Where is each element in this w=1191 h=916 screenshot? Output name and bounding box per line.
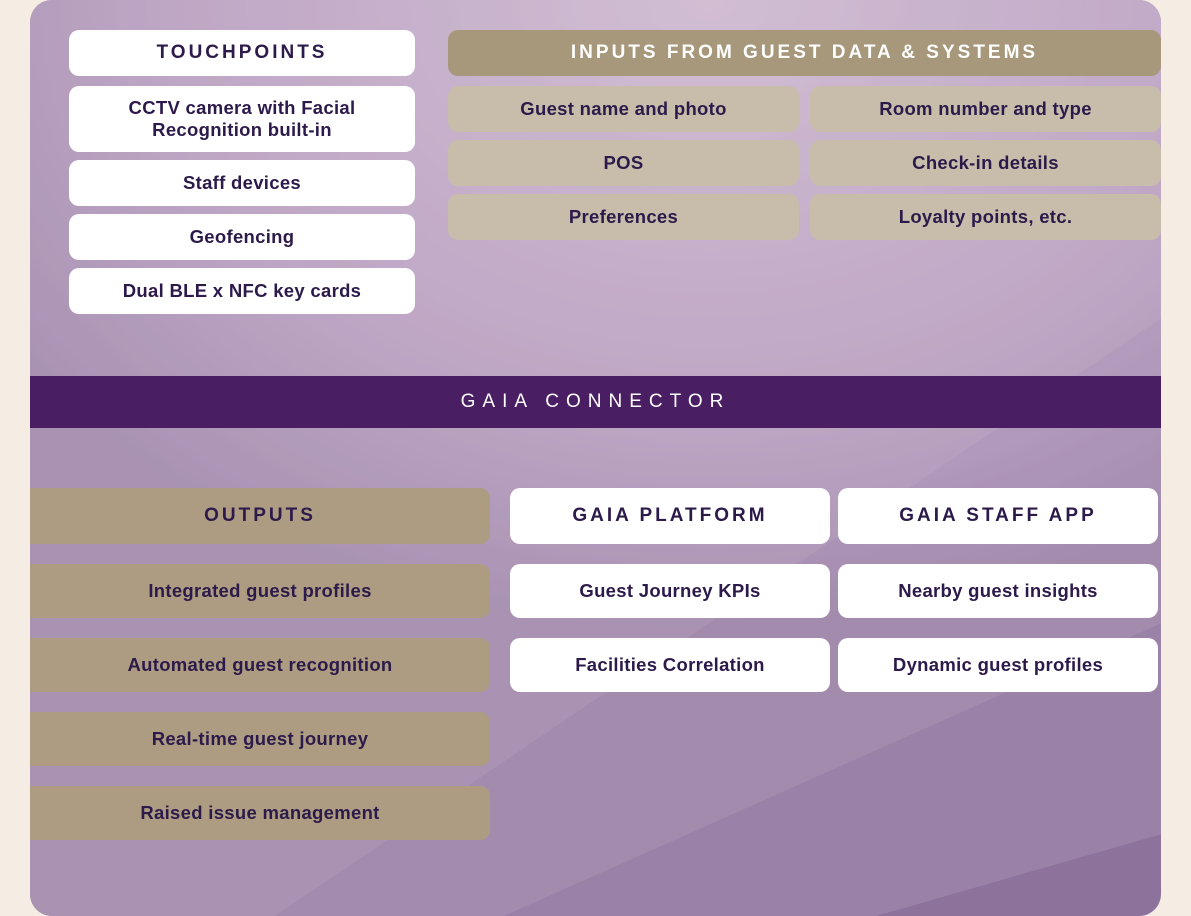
inputs-item: Room number and type xyxy=(810,86,1161,132)
inputs-item: Loyalty points, etc. xyxy=(810,194,1161,240)
touchpoints-item: Dual BLE x NFC key cards xyxy=(69,268,415,314)
inputs-item: Guest name and photo xyxy=(448,86,799,132)
outputs-header: OUTPUTS xyxy=(30,488,490,544)
touchpoints-item: CCTV camera with Facial Recognition buil… xyxy=(69,86,415,152)
inputs-item: Preferences xyxy=(448,194,799,240)
touchpoints-item: Geofencing xyxy=(69,214,415,260)
inputs-item: POS xyxy=(448,140,799,186)
touchpoints-item: Staff devices xyxy=(69,160,415,206)
outputs-item: Integrated guest profiles xyxy=(30,564,490,618)
staffapp-header: GAIA STAFF APP xyxy=(838,488,1158,544)
inputs-header: INPUTS FROM GUEST DATA & SYSTEMS xyxy=(448,30,1161,76)
outputs-item: Raised issue management xyxy=(30,786,490,840)
inputs-item: Check-in details xyxy=(810,140,1161,186)
diagram-stage: TOUCHPOINTS CCTV camera with Facial Reco… xyxy=(30,0,1161,916)
staffapp-item: Dynamic guest profiles xyxy=(838,638,1158,692)
platform-header: GAIA PLATFORM xyxy=(510,488,830,544)
staffapp-item: Nearby guest insights xyxy=(838,564,1158,618)
touchpoints-header: TOUCHPOINTS xyxy=(69,30,415,76)
gaia-connector-bar: GAIA CONNECTOR xyxy=(30,376,1161,428)
platform-item: Guest Journey KPIs xyxy=(510,564,830,618)
outputs-item: Real-time guest journey xyxy=(30,712,490,766)
platform-item: Facilities Correlation xyxy=(510,638,830,692)
outputs-item: Automated guest recognition xyxy=(30,638,490,692)
